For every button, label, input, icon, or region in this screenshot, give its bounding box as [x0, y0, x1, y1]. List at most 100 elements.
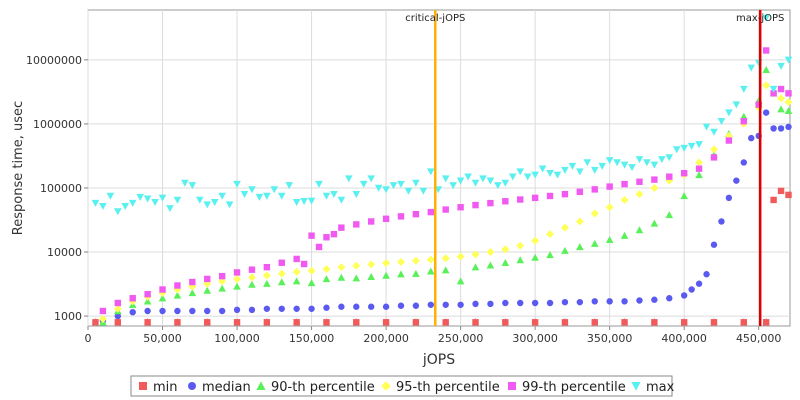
max-point [359, 180, 368, 188]
median-point [218, 307, 226, 315]
reference-lines: critical-jOPS max-jOPS [405, 10, 784, 326]
99-th-percentile-point [233, 269, 241, 276]
99-th-percentile-point [412, 210, 420, 218]
median-point [748, 134, 755, 142]
95-th-percentile-point [277, 269, 286, 278]
median-point [546, 299, 554, 307]
max-point [307, 197, 316, 205]
max-point [665, 154, 674, 162]
90-th-percentile-point [665, 211, 674, 219]
90-th-percentile-point [650, 219, 659, 227]
min-point [531, 319, 539, 326]
max-point [427, 168, 435, 176]
median-point [710, 241, 718, 248]
99-th-percentile-point [248, 266, 256, 273]
99-th-percentile-point [561, 190, 569, 198]
99-th-percentile-point [651, 176, 658, 183]
median-point [591, 298, 598, 305]
median-point [531, 299, 539, 307]
max-point [777, 62, 785, 70]
legend-box [130, 375, 673, 397]
max-point [419, 187, 428, 195]
90-th-percentile-point [427, 267, 435, 275]
median-point [680, 292, 688, 299]
max-point [568, 162, 577, 170]
99-th-percentile-point [755, 101, 762, 108]
max-point [352, 190, 361, 198]
x-tick-label: 400,000 [661, 332, 707, 345]
reference-line-label: max-jOPS [736, 13, 784, 24]
95-th-percentile-point [247, 273, 256, 282]
max-point [315, 180, 323, 188]
max-point [389, 182, 398, 190]
99-th-percentile-point [174, 282, 181, 289]
99-th-percentile-point [502, 198, 509, 205]
max-point [330, 190, 338, 198]
max-point [710, 128, 718, 136]
max-point [166, 205, 174, 213]
99-th-percentile-point [725, 137, 733, 144]
99-th-percentile-point [487, 199, 494, 207]
median-point [278, 305, 285, 312]
max-point [181, 179, 189, 187]
legend-label-min: min [153, 380, 178, 395]
99-th-percentile-point [204, 275, 211, 283]
y-tick-label: 10000 [47, 246, 82, 259]
legend-marker-min [139, 382, 147, 390]
90-th-percentile-point [277, 278, 286, 286]
max-point [620, 161, 629, 169]
median-point [725, 194, 733, 202]
99-th-percentile-point [382, 215, 390, 223]
99-th-percentile-point [606, 183, 613, 190]
90-th-percentile-point [784, 107, 793, 115]
max-point [739, 85, 748, 93]
max-point [516, 168, 525, 176]
max-point [248, 186, 256, 194]
90-th-percentile-point [576, 243, 584, 251]
legend-label-90-th-percentile: 90-th percentile [271, 380, 375, 395]
95-th-percentile-point [695, 158, 704, 167]
90-th-percentile-point [248, 280, 256, 288]
max-point [501, 179, 510, 187]
min-point [204, 319, 211, 326]
99-th-percentile-point [457, 204, 464, 211]
min-point [293, 319, 300, 326]
max-point [658, 156, 666, 164]
95-th-percentile-point [233, 274, 242, 283]
95-th-percentile-point [531, 236, 540, 245]
95-th-percentile-point [441, 254, 450, 263]
max-point [717, 118, 726, 126]
median-point [159, 307, 166, 315]
max-point [114, 208, 122, 216]
median-point [740, 159, 747, 166]
99-th-percentile-point [666, 173, 673, 180]
95-th-percentile-point [307, 266, 316, 275]
max-point [635, 156, 644, 164]
median-point [777, 125, 785, 132]
max-point [583, 159, 592, 167]
max-point [732, 101, 741, 109]
95-th-percentile-point [590, 209, 599, 218]
99-th-percentile-point [591, 186, 598, 193]
99-th-percentile-point [144, 290, 151, 298]
median-point [472, 300, 479, 308]
99-th-percentile-point [323, 234, 330, 241]
min-point [651, 319, 658, 326]
median-point [353, 303, 360, 310]
99-th-percentile-point [710, 154, 718, 161]
95-th-percentile-point [620, 195, 629, 204]
max-point [531, 171, 539, 179]
x-tick-label: 350,000 [587, 332, 633, 345]
median-point [382, 303, 390, 310]
median-point [502, 299, 509, 307]
90-th-percentile-point [173, 291, 182, 299]
x-axis-title: jOPS [422, 352, 455, 368]
95-th-percentile-point [650, 183, 659, 192]
max-point [203, 201, 212, 209]
max-point [404, 187, 413, 195]
99-th-percentile-point [777, 85, 785, 93]
90-th-percentile-point [546, 251, 554, 259]
median-point [367, 303, 375, 310]
99-th-percentile-point [762, 47, 770, 54]
99-th-percentile-point [680, 169, 688, 177]
